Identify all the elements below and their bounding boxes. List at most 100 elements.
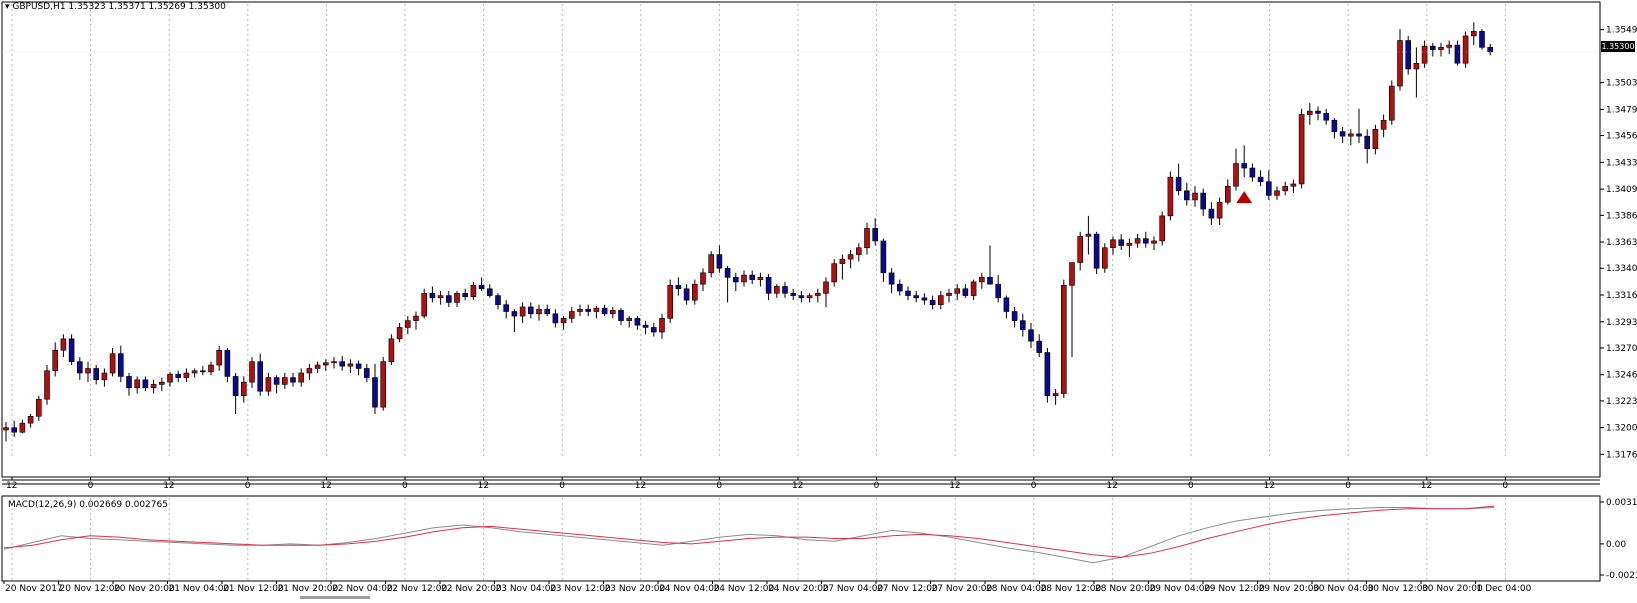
time-axis-label: 0: [1502, 481, 1508, 491]
candle-bear: [175, 373, 181, 378]
candle-bull: [1290, 183, 1297, 187]
candle-bear: [765, 277, 772, 294]
candle-bull: [568, 311, 575, 319]
candle-bull: [396, 327, 403, 340]
candle-bear: [1143, 238, 1149, 244]
candle-bear: [363, 368, 370, 378]
candle-bear: [905, 290, 911, 296]
candle-bull: [1069, 262, 1075, 286]
candle-bear: [798, 295, 805, 299]
candle-bear: [1487, 47, 1493, 53]
candle-bull: [1274, 190, 1280, 196]
candle-bear: [486, 288, 493, 296]
candle-bear: [1479, 31, 1485, 48]
date-axis-label: 21 Nov 12:00: [223, 584, 284, 594]
time-axis-label: 12: [1421, 481, 1432, 491]
candle-bull: [855, 247, 862, 255]
date-axis-label: 23 Nov 04:00: [496, 584, 557, 594]
candle-bull: [814, 292, 821, 296]
candle-bear: [1356, 133, 1362, 137]
candle-bull: [519, 306, 526, 317]
date-axis-label: 23 Nov 12:00: [550, 584, 611, 594]
candle-bear: [1249, 167, 1256, 178]
candle-bull: [970, 281, 977, 296]
candle-bull: [44, 370, 50, 400]
date-axis-label: 20 Nov 2017: [5, 584, 63, 594]
candle-bull: [1126, 242, 1133, 246]
candle-bear: [1184, 190, 1190, 201]
time-axis-label: 0: [1188, 481, 1194, 491]
time-axis-label: 12: [1264, 481, 1275, 491]
candle-bull: [577, 308, 583, 312]
candle-bull: [1225, 185, 1231, 203]
price-axis-label: 1.34330: [1606, 158, 1637, 168]
candle-bull: [609, 310, 616, 315]
candle-bear: [634, 318, 641, 326]
candle-bull: [404, 320, 411, 328]
time-axis-label: 12: [320, 481, 331, 491]
macd-indicator-title: MACD(12,26,9) 0.002669 0.002765: [8, 500, 168, 510]
candle-bear: [585, 308, 592, 312]
candle-bear: [1454, 44, 1461, 64]
candle-bull: [314, 364, 321, 369]
date-axis-label: 29 Nov 12:00: [1204, 584, 1265, 594]
candle-bear: [1430, 45, 1436, 50]
time-axis-label: 12: [163, 481, 174, 491]
candle-bull: [1438, 47, 1444, 50]
candle-bear: [1028, 329, 1034, 342]
candle-bull: [470, 285, 477, 298]
candle-bull: [249, 361, 255, 383]
candle-bear: [257, 361, 264, 392]
candle-bull: [241, 381, 247, 397]
date-axis-label: 21 Nov 20:00: [278, 584, 339, 594]
candle-bull: [183, 372, 190, 378]
candle-bull: [1413, 62, 1420, 70]
candle-bull: [593, 307, 600, 312]
candle-bull: [1233, 163, 1239, 187]
candle-bull: [1110, 239, 1116, 249]
price-axis-label: 1.33630: [1606, 238, 1637, 248]
candle-bear: [1200, 192, 1206, 210]
date-axis-label: 28 Nov 20:00: [1095, 584, 1156, 594]
macd-main-line: [3, 507, 1495, 564]
candle-bull: [1216, 201, 1223, 219]
date-axis-label: 28 Nov 12:00: [1041, 584, 1102, 594]
candle-bull: [937, 295, 944, 305]
candle-bear: [527, 306, 534, 315]
candle-bear: [495, 295, 501, 305]
candle-bear: [1118, 239, 1124, 246]
candle-bull: [536, 308, 542, 315]
candle-bull: [757, 277, 764, 280]
candle-bear: [126, 376, 132, 389]
candle-bull: [659, 318, 665, 333]
candle-bear: [987, 277, 993, 285]
macd-axis-label: 0.003108: [1606, 498, 1637, 508]
time-axis-label: 0: [716, 481, 722, 491]
chart-scrollbar-thumb[interactable]: [300, 596, 370, 599]
candle-bear: [675, 285, 682, 290]
buy-arrow-marker[interactable]: [1236, 191, 1253, 204]
date-axis-label: 22 Nov 12:00: [387, 584, 448, 594]
time-axis-label: 0: [88, 481, 94, 491]
date-axis-label: 20 Nov 12:00: [60, 584, 121, 594]
candle-bull: [1307, 110, 1313, 115]
time-axis-label: 12: [949, 481, 960, 491]
candle-bear: [68, 338, 75, 362]
candle-bull: [1134, 238, 1141, 244]
price-axis-label: 1.32930: [1606, 318, 1637, 328]
candle-bull: [954, 288, 961, 294]
candle-bull: [388, 338, 395, 362]
candle-bull: [134, 379, 140, 389]
time-axis-label: 12: [1106, 481, 1117, 491]
candle-bear: [77, 361, 83, 374]
candle-bear: [650, 327, 657, 333]
price-axis-label: 1.33865: [1606, 211, 1637, 221]
candle-bull: [839, 258, 846, 264]
candle-bull: [1471, 31, 1477, 37]
candle-bear: [118, 353, 124, 377]
time-axis-label: 12: [6, 481, 17, 491]
candle-bull: [1389, 85, 1395, 121]
candle-bear: [372, 377, 378, 408]
